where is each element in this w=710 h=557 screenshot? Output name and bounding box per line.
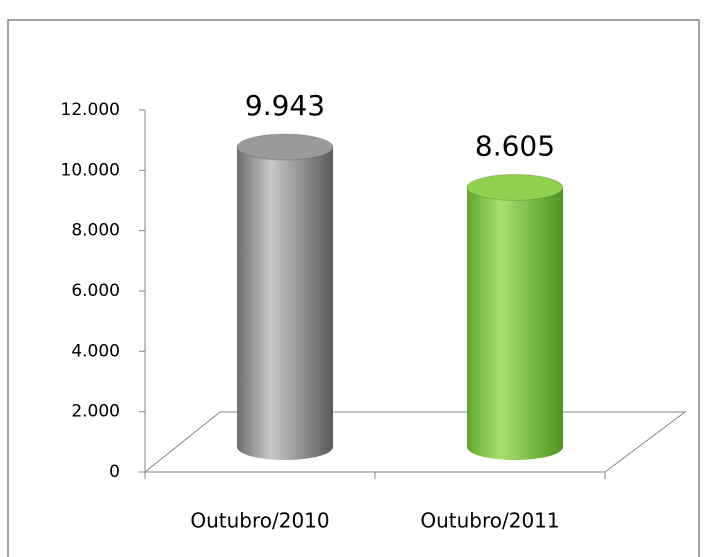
cylinder-top <box>466 173 564 201</box>
floor <box>143 411 687 473</box>
y-tick-label: 6.000 <box>71 281 120 301</box>
cylinder-bar <box>467 187 563 460</box>
y-tick-label: 2.000 <box>71 402 120 422</box>
y-tick-label: 10.000 <box>61 160 120 180</box>
value-label: 9.943 <box>245 89 325 122</box>
value-label: 8.605 <box>475 129 555 162</box>
y-tick-label: 0 <box>109 462 120 482</box>
y-tick-label: 8.000 <box>71 221 120 241</box>
y-tick-label: 4.000 <box>71 341 120 361</box>
y-tick-label: 12.000 <box>61 100 120 120</box>
x-tick-label: Outubro/2011 <box>420 509 559 533</box>
x-tick-label: Outubro/2010 <box>190 509 329 533</box>
cylinder-bar <box>237 147 333 460</box>
cylinder-top <box>236 133 334 161</box>
chart-border <box>7 19 700 557</box>
